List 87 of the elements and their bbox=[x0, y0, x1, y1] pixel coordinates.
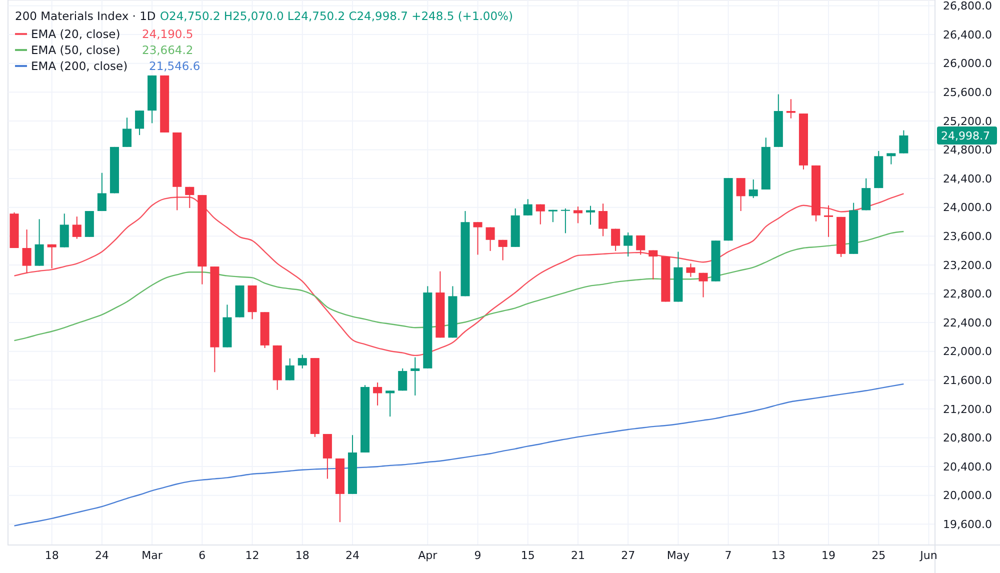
y-tick-label: 26,800.0 bbox=[943, 0, 992, 13]
candlestick bbox=[410, 356, 420, 396]
candlestick bbox=[22, 229, 32, 274]
x-tick-label: 18 bbox=[44, 549, 59, 562]
candlestick bbox=[573, 206, 582, 224]
x-tick-label: 13 bbox=[771, 549, 786, 562]
candlestick bbox=[698, 272, 708, 298]
legend-label: EMA (200, close) bbox=[31, 59, 128, 73]
candlestick bbox=[598, 203, 608, 237]
candlestick bbox=[386, 390, 395, 418]
legend-label: EMA (20, close) bbox=[31, 27, 120, 41]
x-tick-label: 15 bbox=[520, 549, 535, 562]
candlestick bbox=[536, 204, 545, 225]
candlestick bbox=[686, 263, 696, 278]
candlestick bbox=[72, 216, 82, 240]
y-tick-label: 22,400.0 bbox=[943, 316, 992, 330]
y-tick-label: 24,000.0 bbox=[943, 201, 992, 214]
y-tick-label: 25,200.0 bbox=[943, 114, 992, 128]
line-series bbox=[14, 383, 904, 526]
candlestick bbox=[498, 239, 508, 261]
y-tick-label: 23,200.0 bbox=[943, 258, 992, 272]
candlestick bbox=[636, 234, 646, 256]
candlestick bbox=[473, 222, 482, 256]
candlestick bbox=[560, 208, 570, 234]
x-tick-label: 25 bbox=[872, 549, 886, 562]
x-tick-label: 27 bbox=[621, 549, 636, 562]
candlestick bbox=[548, 209, 558, 223]
y-tick-label: 19,600.0 bbox=[943, 518, 992, 531]
line-series bbox=[14, 230, 904, 342]
candlestick bbox=[34, 218, 44, 266]
y-tick-label: 20,800.0 bbox=[943, 432, 992, 445]
candlestick bbox=[285, 358, 294, 381]
y-tick-label: 26,400.0 bbox=[943, 28, 992, 42]
candlestick bbox=[736, 178, 746, 212]
candlestick bbox=[373, 382, 382, 406]
candlestick bbox=[298, 354, 307, 369]
candlestick bbox=[398, 368, 408, 392]
x-tick-label: 7 bbox=[724, 549, 732, 562]
legend-label: EMA (50, close) bbox=[31, 43, 120, 57]
y-tick-label: 23,600.0 bbox=[943, 230, 992, 243]
x-tick-label: 24 bbox=[94, 549, 109, 562]
x-tick-label: Apr bbox=[418, 549, 438, 562]
y-tick-label: 24,800.0 bbox=[943, 144, 992, 157]
candlestick bbox=[899, 130, 908, 154]
candlestick bbox=[824, 204, 834, 238]
candlestick bbox=[47, 244, 56, 269]
candlestick bbox=[611, 228, 620, 252]
text: 24,998.7 bbox=[941, 129, 990, 142]
candlestick bbox=[786, 98, 796, 119]
candlestick bbox=[486, 226, 495, 252]
candlestick bbox=[97, 172, 106, 212]
candlestick bbox=[60, 213, 69, 248]
x-tick-label: 6 bbox=[198, 549, 206, 562]
annotation: 24,190.5 bbox=[142, 27, 194, 41]
candlestick bbox=[648, 250, 658, 280]
x-tick-label: May bbox=[666, 549, 690, 562]
y-tick-label: 24,400.0 bbox=[943, 172, 992, 186]
candlestick bbox=[624, 232, 633, 258]
x-tick-label: 21 bbox=[570, 549, 585, 562]
x-tick-label: 12 bbox=[245, 549, 260, 562]
candlestick bbox=[122, 117, 132, 148]
candlestick bbox=[886, 152, 896, 165]
text: O24,750.2 H25,070.0 L24,750.2 C24,998.7 +248.5 (+1.00%) bbox=[160, 9, 513, 23]
candlestick bbox=[862, 178, 871, 211]
x-tick-label: Mar bbox=[142, 549, 163, 562]
candlestick bbox=[185, 186, 194, 208]
y-tick-label: 20,400.0 bbox=[943, 460, 992, 474]
candlestick bbox=[523, 198, 532, 216]
y-tick-label: 25,600.0 bbox=[943, 86, 992, 100]
x-tick-label: 19 bbox=[822, 549, 836, 562]
y-tick-label: 22,800.0 bbox=[943, 288, 992, 301]
candlestick bbox=[135, 110, 144, 136]
y-tick-label: 21,600.0 bbox=[943, 374, 992, 387]
y-tick-label: 26,000.0 bbox=[943, 57, 992, 70]
candlestick bbox=[586, 205, 596, 226]
y-tick-label: 22,000.0 bbox=[943, 345, 992, 358]
x-tick-label: 24 bbox=[345, 549, 360, 562]
candlestick bbox=[748, 178, 758, 199]
annotation: 23,664.2 bbox=[142, 43, 194, 57]
line-series bbox=[14, 193, 904, 356]
y-tick-label: 20,000.0 bbox=[943, 489, 992, 502]
x-tick-label: 18 bbox=[295, 549, 310, 562]
text: 200 Materials Index · 1D bbox=[15, 9, 156, 23]
annotation: 21,546.6 bbox=[149, 59, 200, 73]
x-tick-label: 9 bbox=[474, 549, 482, 562]
y-tick-label: 21,200.0 bbox=[943, 402, 992, 416]
x-tick-label: Jun bbox=[919, 549, 938, 562]
